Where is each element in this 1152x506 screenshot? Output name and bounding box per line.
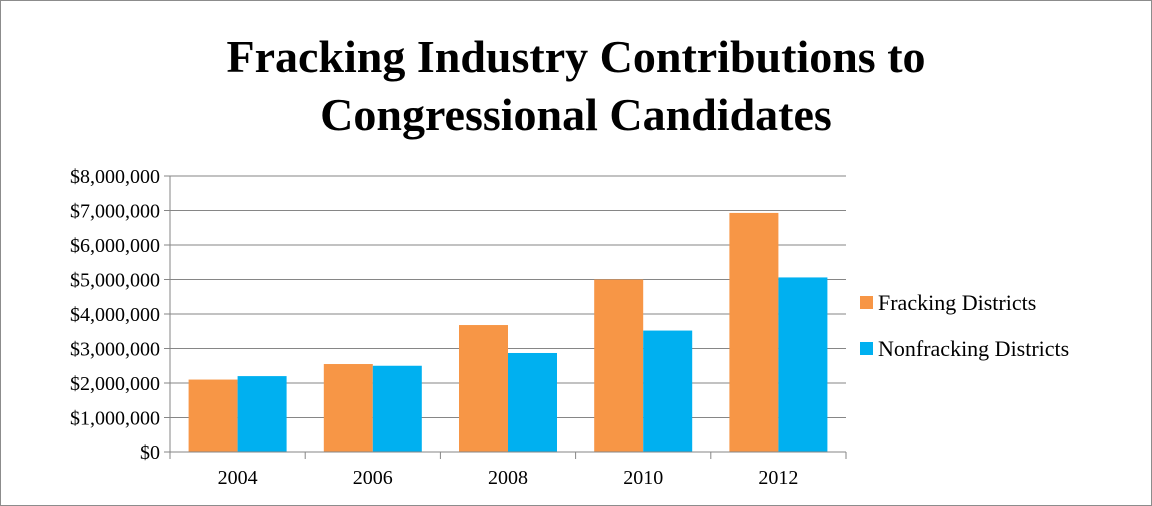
- y-tick-label: $3,000,000: [70, 339, 160, 361]
- y-tick-label: $1,000,000: [70, 408, 160, 430]
- bar-fracking-2012: [729, 212, 779, 452]
- axes: [164, 175, 847, 459]
- bar-fracking-2006: [323, 364, 373, 452]
- bar-fracking-2004: [188, 379, 238, 452]
- legend-swatch: [860, 342, 873, 355]
- chart-title-line-2: Congressional Candidates: [320, 89, 832, 140]
- bar-nonfracking-2010: [643, 330, 693, 452]
- x-tick-label: 2006: [353, 467, 393, 489]
- x-tick-label: 2008: [488, 467, 528, 489]
- chart-title-line-1: Fracking Industry Contributions to: [226, 31, 926, 82]
- bar-fracking-2010: [594, 279, 644, 452]
- y-tick-label: $0: [140, 442, 160, 464]
- y-tick-labels: $0 $1,000,000 $2,000,000 $3,000,000 $4,000,0…: [70, 166, 160, 464]
- chart-title: Fracking Industry Contributions to Congr…: [0, 28, 1152, 144]
- legend-swatch: [860, 296, 873, 309]
- y-tick-label: $4,000,000: [70, 304, 160, 326]
- x-tick-labels: 2004 2006 2008 2010 2012: [218, 467, 799, 489]
- x-tick-label: 2010: [623, 467, 663, 489]
- y-tick-label: $2,000,000: [70, 373, 160, 395]
- bar-nonfracking-2008: [508, 352, 557, 452]
- bar-nonfracking-2012: [778, 277, 828, 452]
- y-tick-label: $5,000,000: [70, 270, 160, 292]
- bar-nonfracking-2004: [237, 376, 287, 452]
- x-tick-label: 2012: [758, 467, 798, 489]
- bar-nonfracking-2006: [372, 365, 422, 452]
- x-tick-label: 2004: [218, 467, 258, 489]
- legend: Fracking Districts Nonfracking Districts: [860, 290, 1069, 361]
- legend-label: Fracking Districts: [878, 290, 1036, 315]
- y-tick-label: $8,000,000: [70, 166, 160, 188]
- y-tick-label: $6,000,000: [70, 235, 160, 257]
- bars: [188, 212, 828, 452]
- legend-label: Nonfracking Districts: [878, 336, 1069, 361]
- y-tick-label: $7,000,000: [70, 201, 160, 223]
- bar-fracking-2008: [459, 325, 508, 452]
